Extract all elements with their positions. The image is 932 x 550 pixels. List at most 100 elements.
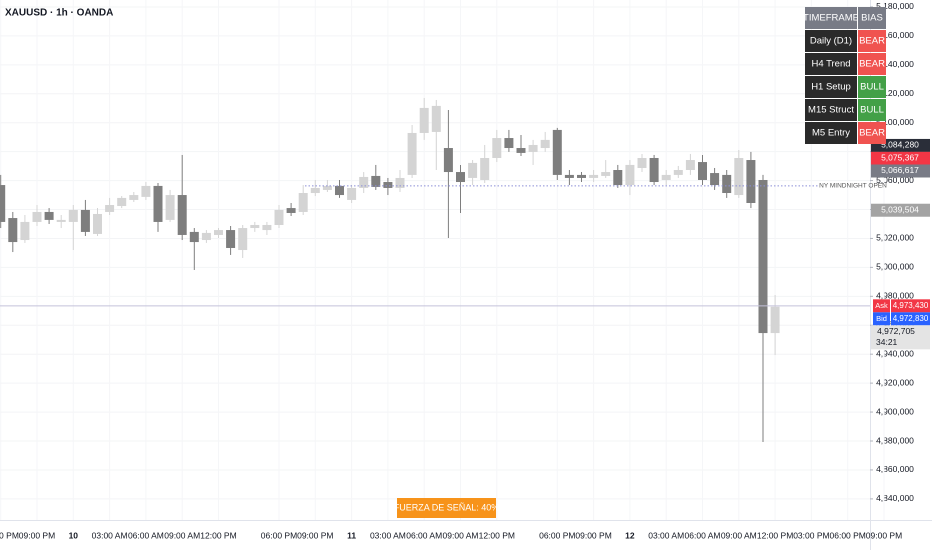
candle-body — [540, 139, 550, 149]
x-tick-label: 09:00 AM — [443, 530, 479, 540]
candle-body — [601, 172, 611, 176]
candle-body — [44, 211, 54, 220]
x-tick-label: 06:00 PM — [0, 530, 19, 540]
x-tick-label: 12 — [625, 530, 635, 540]
y-tick-label: 5,140,000 — [876, 59, 914, 69]
price-label-box — [871, 151, 930, 165]
table-bias-cell — [858, 30, 886, 52]
x-tick-label: 03:00 AM — [92, 530, 128, 540]
quote-name: Ask — [875, 301, 888, 310]
candle-body — [335, 185, 344, 196]
candle-body — [637, 157, 647, 168]
candle-body — [431, 105, 441, 132]
table-bias: BULL — [860, 82, 884, 93]
candle-body — [492, 138, 502, 158]
y-tick-label: 5,180,000 — [876, 1, 914, 11]
y-tick-label: 5,000,000 — [876, 262, 914, 272]
table-header: BIAS — [861, 13, 883, 24]
candle-body — [286, 208, 296, 213]
candle-body — [68, 209, 78, 222]
table-timeframe: H4 Trend — [811, 59, 850, 70]
x-tick-label: 12:00 PM — [200, 530, 236, 540]
candle-body — [80, 209, 90, 232]
candle-body — [613, 170, 623, 186]
quote-price: 4,972,830 — [893, 314, 929, 323]
candle-body — [710, 173, 720, 186]
candle-body — [698, 162, 707, 180]
table-bias-cell — [858, 76, 886, 98]
candle-body — [589, 174, 599, 178]
y-tick-label: 4,880,000 — [876, 435, 914, 445]
table-cell — [805, 122, 857, 144]
table-bias: BEAR — [859, 59, 885, 70]
candle-body — [32, 211, 42, 222]
candle-body — [564, 174, 574, 178]
candle-body — [129, 195, 139, 200]
table-bias: BEAR — [859, 128, 885, 139]
table-timeframe: M15 Struct — [808, 105, 854, 116]
overlays: NY MINDNIGHT OPEN 5,084,280 5,075,367 5,066… — [0, 7, 930, 518]
last-value-box — [871, 325, 930, 350]
candle-body — [262, 224, 272, 231]
price-label: 5,066,617 — [881, 165, 919, 175]
candle-body — [468, 162, 478, 178]
candle-body — [577, 174, 586, 178]
candle-body — [105, 205, 115, 212]
y-tick-label: 4,980,000 — [876, 291, 914, 301]
candle-body — [322, 185, 332, 190]
table-header-cell — [805, 7, 857, 29]
x-tick-label: 03:00 AM — [648, 530, 684, 540]
x-tick-label: 06:00 AM — [128, 530, 164, 540]
quote-name-box — [873, 312, 890, 326]
table-bias-cell — [858, 53, 886, 75]
table-header: TIMEFRAME — [803, 13, 859, 24]
candle-body — [516, 148, 526, 153]
ny-open-label: NY MINDNIGHT OPEN — [819, 183, 887, 190]
candle-body — [189, 231, 199, 243]
x-tick-label: 11 — [347, 530, 356, 540]
quote-price: 4,973,430 — [893, 301, 929, 310]
candle-body — [214, 230, 223, 235]
table-cell — [805, 76, 857, 98]
candle-body — [226, 230, 236, 248]
candle-body — [238, 228, 248, 251]
y-tick-label: 4,840,000 — [876, 493, 914, 503]
y-tick-label: 5,100,000 — [876, 117, 914, 127]
signal-badge-box — [397, 498, 496, 518]
price-label-box — [871, 203, 930, 217]
x-tick-label: 06:00 AM — [685, 530, 721, 540]
y-tick-label: 4,920,000 — [876, 377, 914, 387]
x-tick-label: 09:00 PM — [575, 530, 611, 540]
table-cell — [805, 99, 857, 121]
price-label: 5,039,504 — [881, 204, 919, 214]
candle-body — [407, 132, 417, 175]
table-bias-cell — [858, 99, 886, 121]
quote-name-box — [873, 299, 890, 313]
candle-body — [383, 182, 393, 188]
table-timeframe: M5 Entry — [812, 128, 850, 139]
table-header-cell — [858, 7, 886, 29]
table-timeframe: H1 Setup — [811, 82, 851, 93]
candle-body — [165, 195, 175, 220]
quote-price-box — [891, 312, 930, 326]
candle-body — [371, 175, 381, 187]
candle-body — [504, 138, 514, 149]
candle-body — [177, 195, 187, 235]
candle-body — [395, 177, 405, 188]
candle-body — [552, 129, 562, 175]
x-tick-label: 09:00 AM — [721, 530, 757, 540]
last-value: 4,972,705 — [877, 326, 915, 336]
table-cell — [805, 53, 857, 75]
table-bias-cell — [858, 122, 886, 144]
candle-body — [0, 185, 6, 222]
candle-body — [274, 209, 284, 225]
candle-body — [347, 187, 357, 200]
candle-body — [310, 187, 320, 194]
table-cell — [805, 30, 857, 52]
candle-body — [673, 170, 683, 175]
candle-body — [250, 224, 260, 229]
countdown: 34:21 — [876, 337, 898, 347]
table-bias: BEAR — [859, 36, 885, 47]
candle-body — [722, 174, 732, 194]
